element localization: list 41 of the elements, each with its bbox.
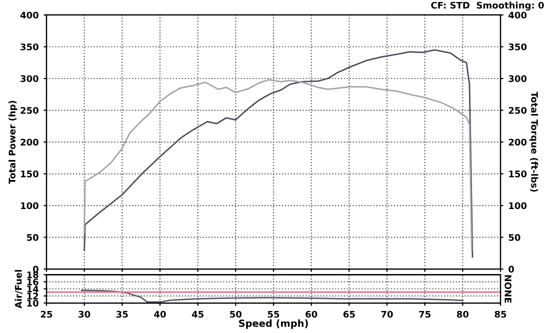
y-tick-label: 400 <box>20 12 38 19</box>
x-axis-title: Speed (mph) <box>239 319 308 329</box>
x-tick-label: 40 <box>154 310 166 318</box>
x-tick-label: 65 <box>343 310 355 318</box>
y2-tick-label: 150 <box>509 170 527 178</box>
y2-tick-label: 50 <box>508 234 520 241</box>
y-tick-label: 16 <box>27 278 38 286</box>
y2-tick-label: 100 <box>509 202 527 210</box>
x-tick-label: 70 <box>381 310 393 318</box>
line-series <box>84 79 472 251</box>
y2-axis-title: Total Torque (ft-lbs) <box>529 92 538 192</box>
y-tick-label: 100 <box>21 202 38 210</box>
y-tick-label: 50 <box>26 234 38 241</box>
y-axis-title: Total Power (hp) <box>8 100 18 184</box>
x-tick-label: 35 <box>116 310 128 318</box>
x-tick-label: 60 <box>306 310 318 318</box>
text: CF: STD Smoothing: 0 <box>431 2 544 10</box>
y2-tick-label: 0 <box>508 266 514 273</box>
y2-tick-label: 400 <box>508 12 527 19</box>
x-tick-label: 45 <box>192 310 204 318</box>
y-tick-label: 200 <box>20 138 38 146</box>
y-axis-title: Air/Fuel <box>14 270 22 308</box>
y-tick-label: 300 <box>20 75 38 82</box>
y-tick-label: 12 <box>27 292 38 300</box>
y-tick-label: 14 <box>27 286 38 292</box>
x-tick-label: 50 <box>230 310 242 318</box>
y2-tick-label: 200 <box>508 138 527 146</box>
y2-tick-label: 350 <box>508 43 527 50</box>
x-tick-label: 25 <box>40 310 52 318</box>
y2-tick-label: 250 <box>508 106 527 114</box>
y-tick-label: 10 <box>27 300 38 307</box>
y-tick-label: 350 <box>20 43 38 50</box>
y-tick-label: 250 <box>20 106 38 114</box>
x-tick-label: 30 <box>78 310 90 318</box>
y2-axis-title: NONE <box>504 275 512 303</box>
x-tick-label: 55 <box>268 310 280 318</box>
y2-tick-label: 300 <box>508 75 527 82</box>
x-tick-label: 75 <box>419 310 430 318</box>
y-tick-label: 150 <box>21 170 38 178</box>
x-tick-label: 80 <box>456 310 469 318</box>
x-tick-label: 85 <box>494 310 506 318</box>
